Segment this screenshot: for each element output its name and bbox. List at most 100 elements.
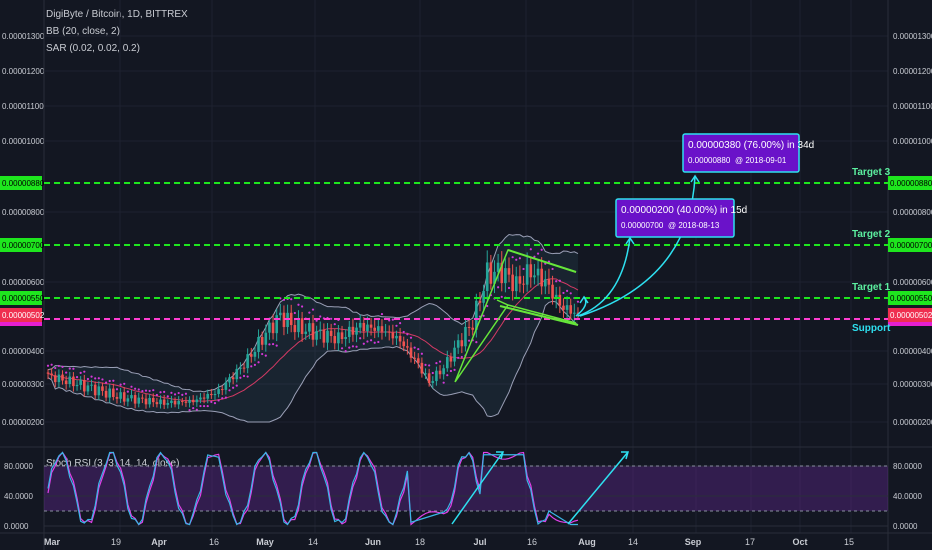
candle-body xyxy=(90,384,93,386)
callout-line2-0: 0.00000880 xyxy=(688,156,731,165)
candle-body xyxy=(562,305,565,310)
candle-body xyxy=(253,351,257,357)
sar-dot xyxy=(395,324,398,327)
sar-dot xyxy=(442,381,445,384)
sar-dot xyxy=(264,354,267,357)
candle-body xyxy=(489,262,493,284)
sar-dot xyxy=(533,255,536,258)
sar-dot xyxy=(380,312,384,316)
level-tag-left-text-1: 0.00000700 xyxy=(2,241,45,250)
sar-dot xyxy=(213,402,217,405)
candle-body xyxy=(260,336,264,345)
sar-dot xyxy=(86,377,90,381)
candle-body xyxy=(268,322,271,333)
sar-dot xyxy=(130,385,133,388)
arrow-head-1 xyxy=(625,236,635,245)
sar-dot xyxy=(355,345,358,348)
candle-body xyxy=(141,397,144,399)
candle-body xyxy=(188,399,191,403)
candle-body xyxy=(228,377,231,383)
price-tick-left-1: 0.00001200 xyxy=(2,67,45,76)
price-tick-right-8: 0.00000200 xyxy=(893,418,932,427)
sar-dot xyxy=(562,291,565,295)
candle-body xyxy=(257,336,260,352)
sar-dot xyxy=(253,363,257,366)
candle-body xyxy=(369,324,373,328)
flag-lower-line xyxy=(499,305,579,326)
sar-dot xyxy=(515,258,518,261)
candle-body xyxy=(246,354,249,369)
sar-dot xyxy=(72,367,75,370)
sar-indicator-label[interactable]: SAR (0.02, 0.02, 0.2) xyxy=(46,43,140,54)
sar-dot xyxy=(576,300,580,303)
price-tick-right-5: 0.00000600 xyxy=(893,278,932,287)
candle-body xyxy=(155,402,159,405)
sar-dot xyxy=(301,305,304,308)
time-tick-13: 17 xyxy=(745,537,755,547)
sar-dot xyxy=(68,367,71,370)
candle-body xyxy=(83,379,86,392)
sar-dot xyxy=(369,339,373,342)
candle-body xyxy=(130,395,133,399)
sar-dot xyxy=(373,341,376,344)
sar-dot xyxy=(406,333,409,336)
level-tag-left-text-2: 0.00000550 xyxy=(2,294,45,303)
candle-body xyxy=(300,318,304,334)
last-price-tag-right-text: 0.00000502 xyxy=(890,311,932,320)
candle-body xyxy=(231,377,235,380)
candle-body xyxy=(220,389,224,391)
sar-dot xyxy=(460,355,463,359)
sar-dot xyxy=(177,391,180,395)
arrow-head-0 xyxy=(579,295,589,304)
candle-body xyxy=(279,312,282,316)
stoch-tick-left-1: 40.0000 xyxy=(4,492,33,501)
sar-dot xyxy=(428,364,431,367)
sar-dot xyxy=(112,379,115,382)
level-tag-right-2 xyxy=(888,291,932,305)
sar-dot xyxy=(413,346,416,349)
sar-dot xyxy=(282,298,286,301)
callout-line1-0: 0.00000380 (76.00%) in 34d xyxy=(688,140,814,151)
sar-dot xyxy=(486,304,489,308)
candle-body xyxy=(184,401,188,403)
bb-indicator-label[interactable]: BB (20, close, 2) xyxy=(46,26,120,37)
sar-dot xyxy=(257,361,260,364)
candle-body xyxy=(170,400,173,404)
time-tick-1: 19 xyxy=(111,537,121,547)
stoch-rsi-label[interactable]: Stoch RSI (3, 3, 14, 14, close) xyxy=(46,458,180,469)
candle-body xyxy=(112,388,115,397)
sar-dot xyxy=(123,382,126,385)
candle-body xyxy=(337,332,340,344)
candle-body xyxy=(558,294,562,306)
candle-body xyxy=(224,382,228,390)
candle-body xyxy=(565,305,569,310)
candle-body xyxy=(275,315,278,334)
candle-body xyxy=(351,326,355,335)
flag-upper-line xyxy=(507,249,577,273)
candle-body xyxy=(177,400,180,405)
sar-dot xyxy=(362,342,365,345)
last-price-tag-left xyxy=(0,308,42,322)
sar-dot xyxy=(224,396,227,399)
candle-body xyxy=(199,397,202,400)
price-tick-right-1: 0.00001200 xyxy=(893,67,932,76)
sar-dot xyxy=(115,388,119,391)
sar-dot xyxy=(290,298,293,301)
candle-body xyxy=(347,326,351,338)
level-tag-right-text-2: 0.00000550 xyxy=(890,294,932,303)
sar-dot xyxy=(402,330,405,334)
price-tick-right-7: 0.00000300 xyxy=(893,380,932,389)
candle-body xyxy=(573,312,576,314)
stoch-arrow-2 xyxy=(567,451,629,525)
candle-body xyxy=(395,335,398,339)
sar-dot xyxy=(97,377,100,380)
time-tick-12: Sep xyxy=(685,537,702,547)
sar-dot xyxy=(555,280,558,283)
sar-dot xyxy=(359,337,362,340)
sar-dot xyxy=(228,389,231,392)
candle-body xyxy=(235,368,239,380)
price-tick-left-5: 0.00000600 xyxy=(2,278,45,287)
candle-body xyxy=(64,380,68,384)
callout-box-0 xyxy=(682,133,800,173)
